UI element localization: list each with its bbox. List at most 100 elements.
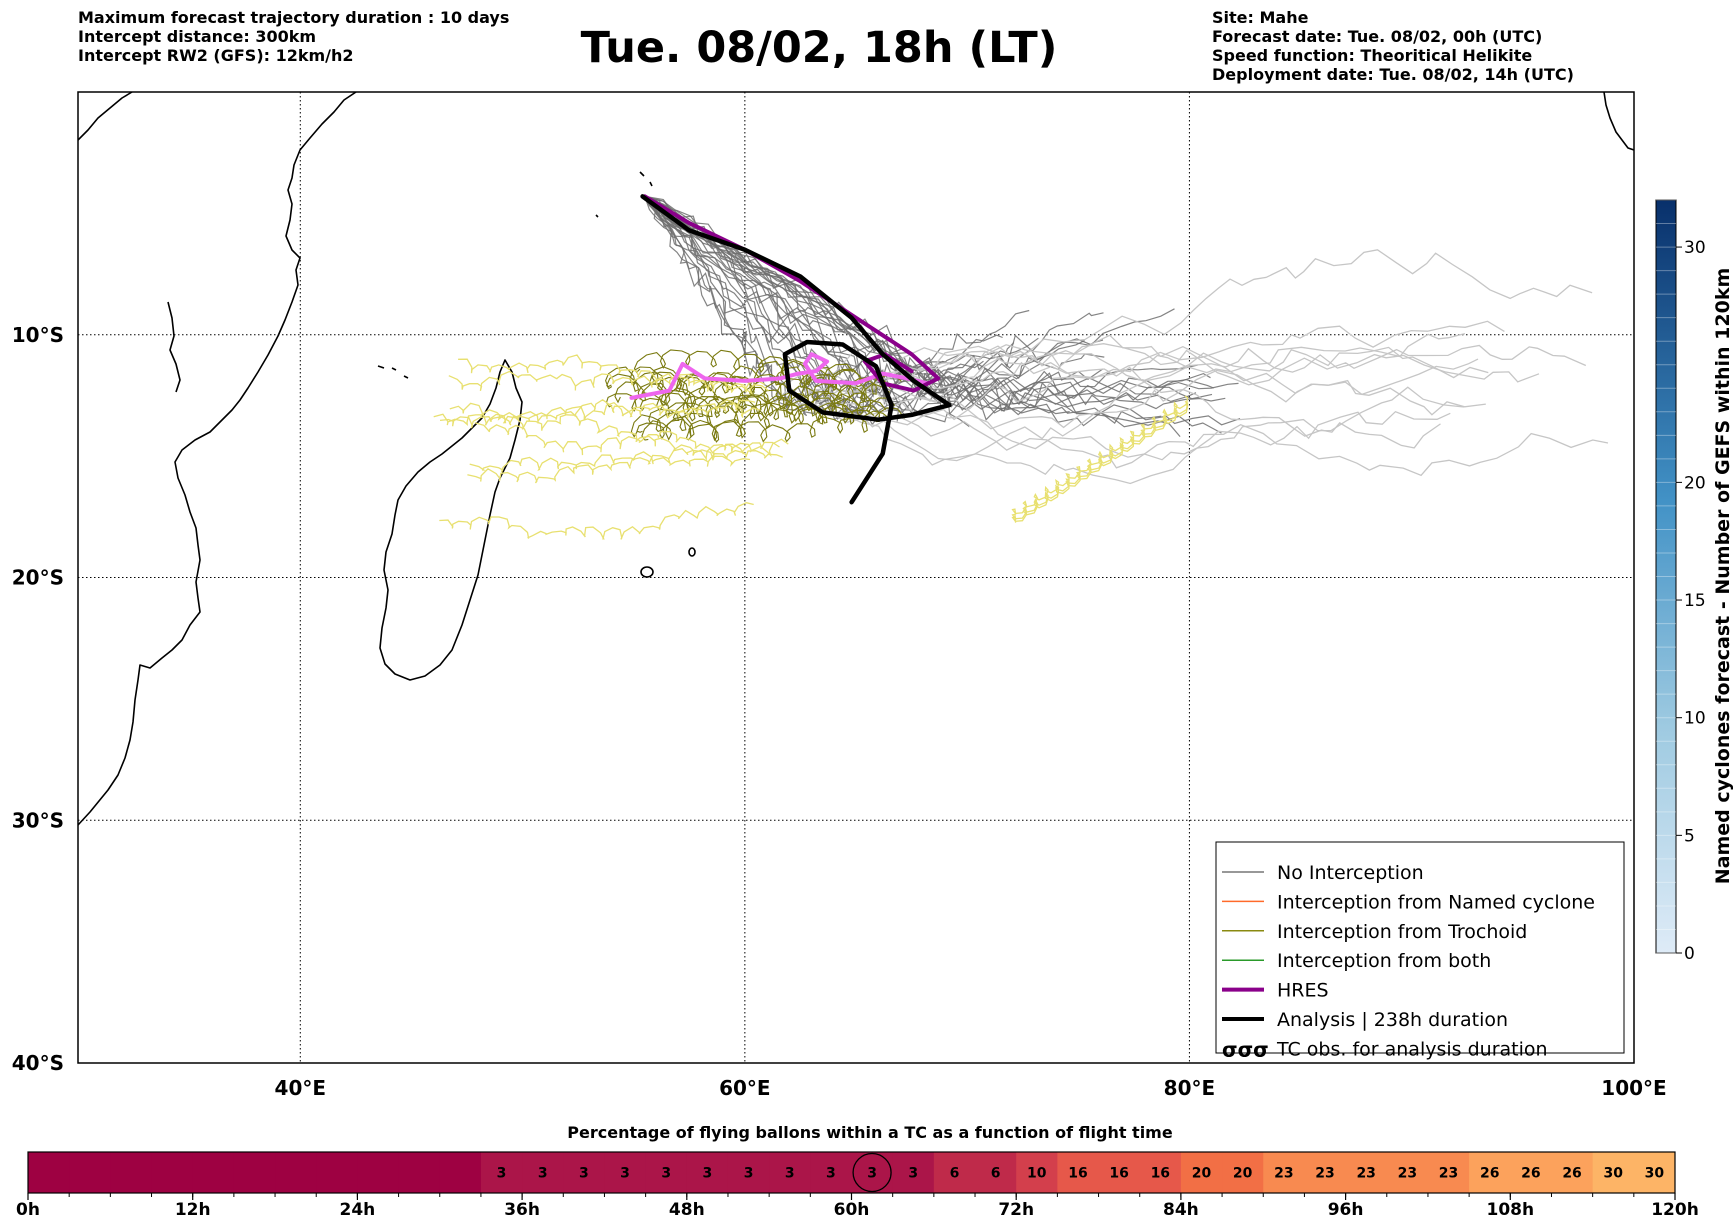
colorbar-cell-value: 30 [1645, 1166, 1665, 1182]
colorbar-cell [645, 1152, 688, 1193]
colorbar-right-tick-label: 15 [1684, 591, 1706, 611]
speed-function: Speed function: Theoritical Helikite [1212, 46, 1533, 65]
colorbar-right-tick-label: 10 [1684, 709, 1706, 729]
colorbar-right-label: Named cyclones forecast - Number of GEFS… [1712, 268, 1734, 885]
colorbar-cell-value: 3 [538, 1166, 548, 1182]
series-line [640, 194, 952, 505]
trajectory-no-interception [644, 195, 1222, 434]
colorbar-cell-value: 16 [1151, 1166, 1170, 1182]
colorbar-cell-value: 6 [950, 1166, 960, 1182]
trajectory-yellow [449, 399, 761, 424]
colorbar-right-tick-label: 30 [1684, 238, 1706, 258]
colorbar-cell [1016, 1152, 1058, 1193]
colorbar-cell-value: 3 [497, 1166, 507, 1182]
colorbar-cell [1469, 1152, 1511, 1193]
colorbar-bottom-cells: 3 3 3 3 3 3 3 3 3 3 3 6 6 10 16 16 16 20 20 23 23 23 23 23 26 26 2… [28, 1152, 1676, 1193]
islands-seychelles [595, 171, 653, 218]
lat-tick-label: 10°S [12, 323, 64, 347]
trajectory-light [792, 358, 1479, 430]
trajectory-yellow [433, 413, 751, 468]
coast-arabia [78, 92, 133, 141]
colorbar-cell [1592, 1152, 1635, 1193]
colorbar-cell [192, 1152, 235, 1193]
island-zanzibar [167, 301, 181, 393]
trajectory-yellow [467, 441, 780, 484]
colorbar-cell [233, 1152, 276, 1193]
colorbar-cell [1345, 1152, 1388, 1193]
param-intercept-distance: Intercept distance: 300km [78, 27, 317, 46]
trajectory-light [802, 390, 1451, 485]
trajectory-trochoid [641, 392, 896, 443]
forecast-parameters: Maximum forecast trajectory duration : 1… [78, 8, 509, 65]
colorbar-cell [439, 1152, 482, 1193]
trajectory-yellow [469, 449, 783, 473]
colorbar-cell [1427, 1152, 1470, 1193]
trajectory-light [919, 249, 1593, 372]
colorbar-cell-value: 3 [661, 1166, 671, 1182]
colorbar-cell-value: 23 [1274, 1166, 1293, 1182]
colorbar-bottom-axis-label: 108h [1487, 1200, 1535, 1220]
colorbar-cell [275, 1152, 317, 1193]
islands-comoros [377, 365, 409, 379]
colorbar-cell [1098, 1152, 1141, 1193]
colorbar-cell [892, 1152, 935, 1193]
trajectory-yellow [439, 398, 756, 429]
legend-label: Analysis | 238h duration [1277, 1009, 1508, 1031]
colorbar-bottom-axis-label: 24h [340, 1200, 376, 1220]
colorbar-cell [1304, 1152, 1347, 1193]
colorbar-cell [1180, 1152, 1223, 1193]
island-mauritius [688, 547, 696, 557]
colorbar-cell [604, 1152, 647, 1193]
colorbar-cell [769, 1152, 811, 1193]
colorbar-bottom-axis-label: 96h [1328, 1200, 1364, 1220]
trajectory-yellow [458, 354, 769, 395]
colorbar-cell-value: 3 [703, 1166, 713, 1182]
lon-tick-label: 80°E [1164, 1076, 1216, 1100]
gridlines [78, 92, 1634, 1063]
trajectory-trochoid [633, 349, 886, 392]
colorbar-cell [1633, 1152, 1676, 1193]
legend-label: Interception from Trochoid [1277, 921, 1527, 943]
colorbar-cell-value: 23 [1356, 1166, 1375, 1182]
coast-india-tip [1603, 92, 1634, 151]
colorbar-right-gradient [1655, 199, 1677, 954]
colorbar-cell [357, 1152, 400, 1193]
colorbar-cell-value: 3 [744, 1166, 754, 1182]
colorbar-cell-value: 10 [1027, 1166, 1047, 1182]
legend-label: No Interception [1277, 862, 1424, 884]
trajectory-light [860, 347, 1540, 462]
colorbar-bottom-axis-label: 120h [1651, 1200, 1699, 1220]
colorbar-cell [1057, 1152, 1100, 1193]
colorbar-bottom-axis-label: 36h [504, 1200, 540, 1220]
colorbar-cell-value: 6 [991, 1166, 1001, 1182]
legend-label: Interception from both [1277, 950, 1491, 972]
series-line [629, 352, 930, 400]
lat-tick-label: 40°S [12, 1051, 64, 1075]
lon-tick-label: 40°E [275, 1076, 327, 1100]
chart-title: Tue. 08/02, 18h (LT) [0, 20, 1734, 76]
coast-madagascar [379, 359, 523, 681]
colorbar-cell-value: 3 [908, 1166, 918, 1182]
colorbar-cell [28, 1152, 70, 1193]
legend: No Interception Interception from Named c… [1215, 841, 1625, 1061]
colorbar-cell [1222, 1152, 1264, 1193]
trajectory-light [802, 320, 1505, 421]
lon-tick-label: 60°E [719, 1076, 771, 1100]
lon-tick-label: 100°E [1601, 1076, 1666, 1100]
colorbar-cell [151, 1152, 194, 1193]
colorbar-cell [1263, 1152, 1305, 1193]
legend-label: Interception from Named cyclone [1277, 891, 1595, 913]
colorbar-cell [1551, 1152, 1594, 1193]
colorbar-bottom-axis-label: 60h [834, 1200, 870, 1220]
colorbar-cell-value: 3 [785, 1166, 795, 1182]
trajectory-yellow [1011, 395, 1189, 515]
colorbar-cell [975, 1152, 1017, 1193]
colorbar-right-tick-label: 0 [1684, 944, 1695, 964]
chart-title-text: Tue. 08/02, 18h (LT) [580, 23, 1058, 73]
colorbar-cell [933, 1152, 976, 1193]
colorbar-cell-value: 26 [1562, 1166, 1581, 1182]
colorbar-cell [810, 1152, 852, 1193]
colorbar-bottom-axis-label: 12h [175, 1200, 211, 1220]
trajectory-no-interception [644, 195, 1211, 413]
axis-labels: 40°E 60°E 80°E 100°E 10°S 20°S 30°S 40°S [12, 323, 1667, 1100]
